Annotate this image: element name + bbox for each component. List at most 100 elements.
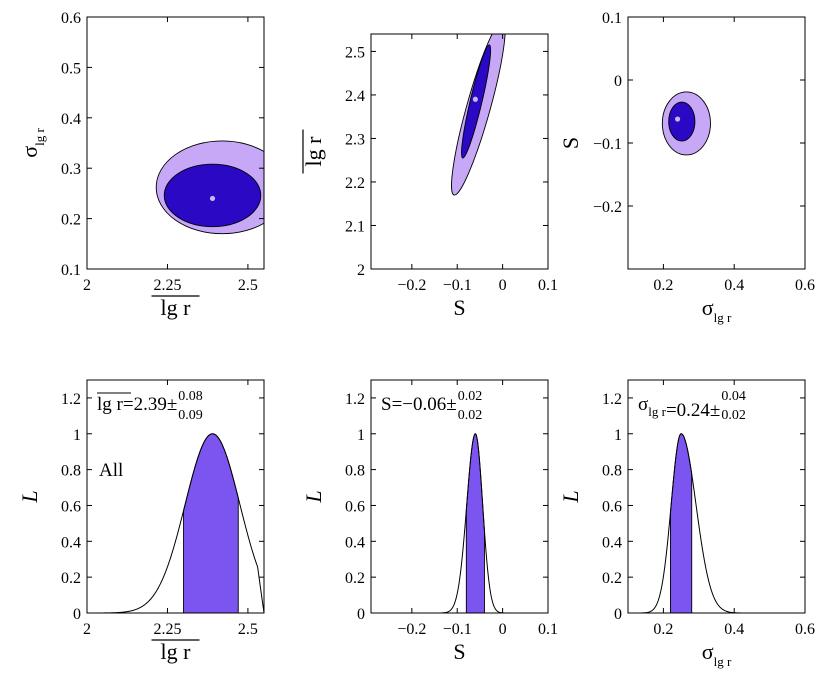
plot-area bbox=[451, 34, 506, 196]
y-tick-label: 0 bbox=[614, 606, 622, 623]
x-axis-label: S bbox=[453, 639, 465, 664]
y-tick-label: 0.8 bbox=[345, 463, 365, 480]
y-tick-label: 0.6 bbox=[61, 10, 81, 27]
y-axis-label-group: S bbox=[558, 137, 583, 149]
plot-area bbox=[661, 91, 711, 156]
y-axis-label-subscript: lg r bbox=[32, 128, 47, 146]
estimate-lower-error: 0.09 bbox=[178, 408, 203, 423]
y-tick-label: 0.4 bbox=[602, 534, 622, 551]
y-tick-label: 0.4 bbox=[61, 534, 81, 551]
y-axis-label-group: L bbox=[301, 490, 326, 503]
y-tick-label: 0 bbox=[357, 606, 365, 623]
y-tick-label: 2.2 bbox=[345, 175, 365, 192]
y-tick-label: 0 bbox=[614, 73, 622, 90]
x-tick-label: 0.6 bbox=[795, 277, 815, 294]
x-tick-label: −0.1 bbox=[443, 277, 472, 294]
x-tick-label: 0.6 bbox=[795, 621, 815, 638]
x-tick-label: 0.4 bbox=[724, 621, 744, 638]
x-tick-label: 0 bbox=[499, 277, 507, 294]
estimate-lower-error: 0.02 bbox=[458, 408, 483, 423]
y-tick-label: 0.8 bbox=[602, 463, 622, 480]
y-axis-label: L bbox=[17, 490, 42, 503]
estimate-parameter-name: lg r bbox=[97, 394, 124, 415]
y-tick-label: 0.2 bbox=[602, 570, 622, 587]
plot-frame bbox=[627, 16, 806, 270]
x-tick-label: −0.1 bbox=[443, 621, 472, 638]
y-tick-label: 0 bbox=[73, 606, 81, 623]
x-axis-label-main: σ bbox=[702, 639, 714, 664]
x-tick-label: 0.1 bbox=[538, 277, 558, 294]
y-tick-label: 0.1 bbox=[602, 10, 622, 27]
estimate-value: =2.39± bbox=[123, 394, 177, 415]
x-tick-label: −0.2 bbox=[397, 621, 426, 638]
x-tick-label: 2.25 bbox=[153, 277, 181, 294]
x-tick-label: 0.2 bbox=[653, 277, 673, 294]
sample-note: All bbox=[99, 460, 123, 481]
x-axis-label-main: S bbox=[453, 295, 465, 320]
plot-area bbox=[155, 140, 264, 235]
y-tick-label: 0.4 bbox=[61, 111, 81, 128]
y-tick-label: 0.6 bbox=[345, 498, 365, 515]
y-tick-label: 1.2 bbox=[345, 391, 365, 408]
x-tick-label: 2.5 bbox=[238, 277, 258, 294]
inner-contour-region bbox=[668, 101, 696, 142]
y-tick-label: −0.1 bbox=[593, 136, 622, 153]
y-tick-label: 1 bbox=[73, 427, 81, 444]
likelihood-curve bbox=[371, 433, 548, 614]
y-tick-label: 2 bbox=[357, 262, 365, 279]
y-axis-label: lg r bbox=[301, 136, 326, 167]
y-tick-label: 1 bbox=[614, 427, 622, 444]
plot-frame bbox=[370, 379, 549, 614]
x-axis-label-main: lg r bbox=[161, 639, 192, 664]
x-tick-label: 2.25 bbox=[153, 621, 181, 638]
x-tick-label: 2 bbox=[83, 277, 91, 294]
y-axis-label-main: σ bbox=[17, 146, 42, 158]
estimate-annotation: σlg r=0.24± bbox=[638, 394, 720, 421]
y-axis-label-group: L bbox=[17, 490, 42, 503]
credible-interval-band bbox=[465, 433, 485, 614]
y-axis-label-main: S bbox=[558, 137, 583, 149]
likelihood-curve bbox=[628, 433, 805, 614]
y-axis-label-group: σlg r bbox=[17, 128, 47, 158]
x-axis-label: σlg r bbox=[702, 639, 732, 669]
plot-frame bbox=[627, 379, 806, 614]
estimate-parameter-subscript: lg r bbox=[648, 404, 666, 419]
y-tick-label: 0.6 bbox=[602, 498, 622, 515]
estimate-annotation: S=−0.06± bbox=[381, 394, 457, 415]
y-tick-label: 1.2 bbox=[61, 391, 81, 408]
x-axis-label-main: lg r bbox=[161, 295, 192, 320]
x-tick-label: 2.5 bbox=[238, 621, 258, 638]
y-tick-label: 0.8 bbox=[61, 463, 81, 480]
y-tick-label: 0.3 bbox=[61, 161, 81, 178]
x-tick-label: 0 bbox=[499, 621, 507, 638]
y-axis-label: L bbox=[301, 490, 326, 503]
y-axis-label-main: lg r bbox=[301, 136, 326, 167]
best-fit-point bbox=[472, 96, 478, 102]
x-axis-label-main: S bbox=[453, 639, 465, 664]
estimate-value: =−0.06± bbox=[392, 394, 457, 415]
credible-interval-band bbox=[670, 433, 693, 614]
y-tick-label: 0.5 bbox=[61, 60, 81, 77]
contour-panel-3: 0.2 0.4 0.6 −0.2 −0.1 0 0.1 σlg r S bbox=[558, 10, 815, 325]
y-axis-label: σlg r bbox=[17, 128, 47, 158]
x-axis-label: lg r bbox=[161, 639, 192, 664]
estimate-value: =0.24± bbox=[666, 400, 720, 421]
y-axis-label-group: lg r bbox=[301, 129, 326, 174]
y-tick-label: 0.4 bbox=[345, 534, 365, 551]
best-fit-point bbox=[674, 116, 681, 122]
x-tick-label: 0.4 bbox=[724, 277, 744, 294]
plot-frame bbox=[86, 16, 265, 270]
estimate-upper-error: 0.02 bbox=[458, 389, 483, 404]
best-fit-point bbox=[209, 195, 216, 202]
y-axis-label: L bbox=[558, 490, 583, 503]
estimate-parameter-name: σ bbox=[638, 394, 648, 415]
x-tick-label: −0.2 bbox=[397, 277, 426, 294]
y-tick-label: 0.2 bbox=[61, 570, 81, 587]
y-axis-label: S bbox=[558, 137, 583, 149]
y-tick-label: 2.1 bbox=[345, 218, 365, 235]
y-tick-label: 1.2 bbox=[602, 391, 622, 408]
